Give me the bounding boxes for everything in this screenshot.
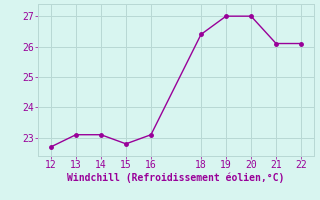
X-axis label: Windchill (Refroidissement éolien,°C): Windchill (Refroidissement éolien,°C) [67, 173, 285, 183]
